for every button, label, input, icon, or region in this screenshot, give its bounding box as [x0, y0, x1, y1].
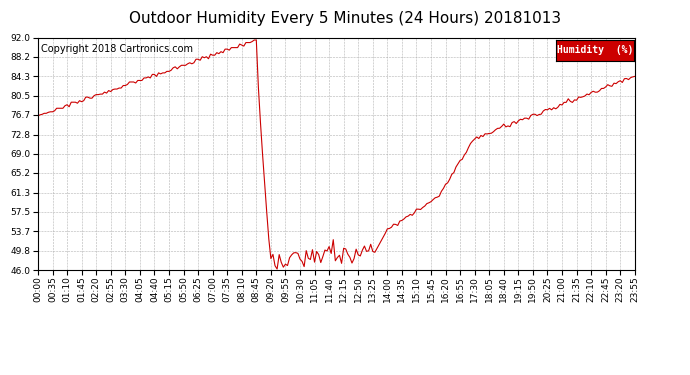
Text: Copyright 2018 Cartronics.com: Copyright 2018 Cartronics.com: [41, 45, 193, 54]
Text: Outdoor Humidity Every 5 Minutes (24 Hours) 20181013: Outdoor Humidity Every 5 Minutes (24 Hou…: [129, 11, 561, 26]
